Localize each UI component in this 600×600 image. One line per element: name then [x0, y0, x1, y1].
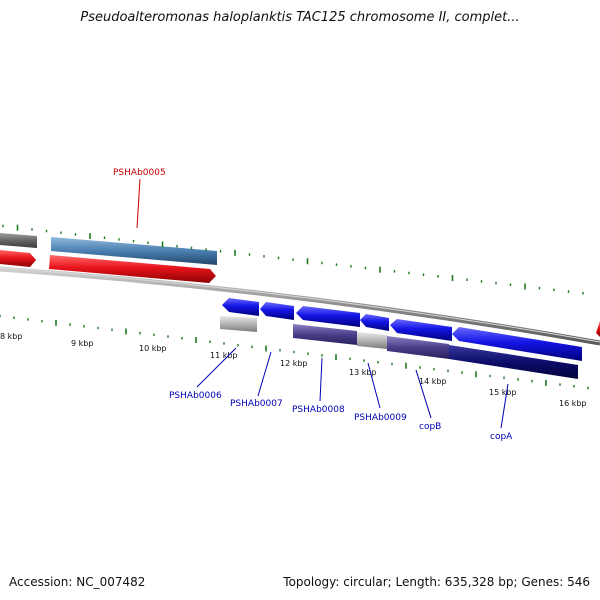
locus-feature-pshab0009[interactable] — [357, 332, 387, 349]
locus-feature-copb[interactable] — [387, 336, 449, 359]
gene-label-copb[interactable]: copB — [419, 422, 441, 432]
genome-summary-text: Topology: circular; Length: 635,328 bp; … — [283, 575, 590, 589]
gene-feature-pshab0008[interactable] — [296, 306, 360, 327]
chromosome-backbone-highlight — [0, 267, 600, 343]
map-title: Pseudoalteromonas haloplanktis TAC125 ch… — [80, 10, 520, 25]
gene-label-pshab0006[interactable]: PSHAb0006 — [169, 391, 222, 401]
leader-line-pshab0009 — [367, 362, 381, 409]
gene-label-pshab0009[interactable]: PSHAb0009 — [354, 413, 407, 423]
locus-feature-pshab0008[interactable] — [293, 324, 357, 345]
gene-label-pshab0007[interactable]: PSHAb0007 — [230, 399, 283, 409]
gene-feature-pshab0009[interactable] — [360, 314, 389, 331]
lower-ticks — [0, 314, 589, 390]
chromosome-backbone — [0, 266, 600, 346]
tick-label-8kbp: 8 kbp — [0, 332, 22, 341]
locus-feature-pshab0005[interactable] — [51, 237, 217, 265]
locus-feature-pshab0006[interactable] — [220, 316, 257, 332]
gene-label-pshab0005[interactable]: PSHAb0005 — [113, 168, 166, 178]
tick-labels: 8 kbp 9 kbp 10 kbp 11 kbp 12 kbp 13 kbp … — [0, 332, 587, 408]
gene-feature-partial-red-arrow[interactable] — [0, 250, 36, 267]
leader-line-pshab0007 — [257, 351, 272, 397]
tick-label-9kbp: 9 kbp — [71, 339, 93, 348]
gene-label-copa[interactable]: copA — [490, 432, 513, 442]
gene-feature-pshab0006[interactable] — [222, 298, 259, 316]
tick-label-12kbp: 12 kbp — [280, 359, 308, 368]
leader-line-copa — [500, 383, 509, 429]
tick-label-15kbp: 15 kbp — [489, 388, 517, 397]
gene-feature-partial-gray[interactable] — [0, 233, 37, 248]
tick-label-11kbp: 11 kbp — [210, 351, 238, 360]
upper-ticks — [2, 224, 584, 295]
gene-labels: PSHAb0005 PSHAb0006 PSHAb0007 PSHAb0008 … — [113, 168, 513, 442]
forward-strand-features — [0, 233, 217, 283]
locus-feature-copa[interactable] — [449, 345, 578, 379]
tick-label-16kbp: 16 kbp — [559, 399, 587, 408]
accession-text: Accession: NC_007482 — [9, 575, 146, 589]
gene-feature-pshab0005[interactable] — [49, 255, 216, 283]
leader-line-copb — [415, 369, 432, 419]
gene-feature-pshab0007[interactable] — [260, 302, 294, 320]
tick-label-14kbp: 14 kbp — [419, 377, 447, 386]
gene-feature-copb[interactable] — [390, 319, 452, 341]
leader-line-pshab0005 — [136, 178, 141, 229]
tick-label-10kbp: 10 kbp — [139, 344, 167, 353]
reverse-strand-features — [220, 298, 600, 379]
gene-label-pshab0008[interactable]: PSHAb0008 — [292, 405, 345, 415]
gene-feature-copa[interactable] — [452, 327, 582, 361]
gene-feature-partial-right-edge[interactable] — [596, 321, 600, 337]
tick-label-13kbp: 13 kbp — [349, 368, 377, 377]
leader-line-pshab0006 — [196, 347, 237, 388]
leader-line-pshab0008 — [319, 357, 323, 402]
